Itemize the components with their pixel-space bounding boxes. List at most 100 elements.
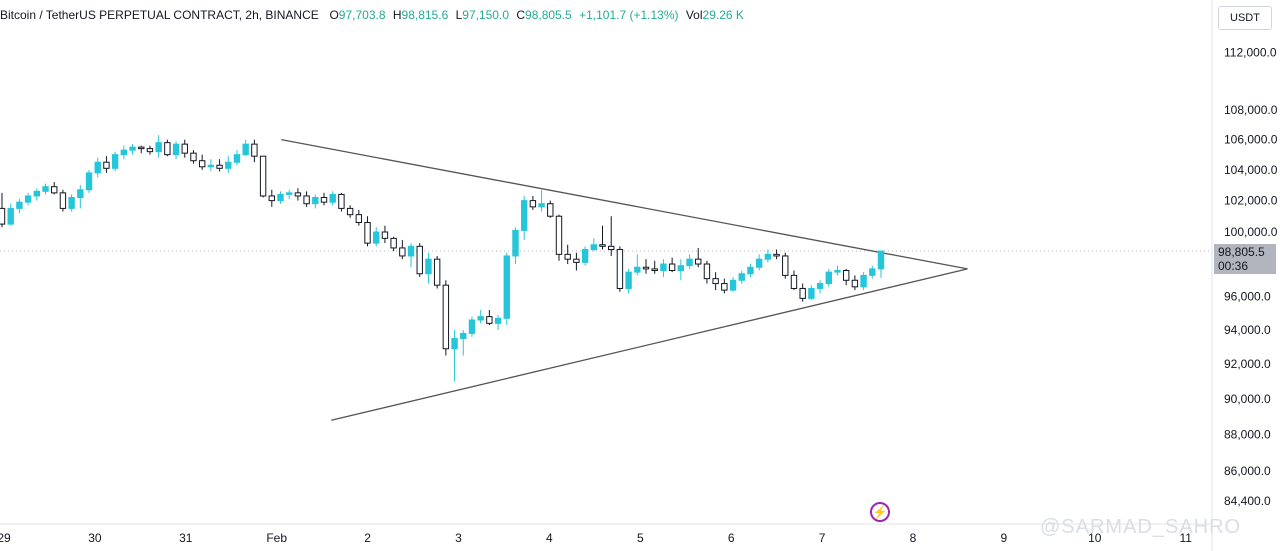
bar-countdown: 00:36 (1218, 259, 1249, 273)
candle (512, 227, 519, 265)
currency-selector[interactable]: USDT (1218, 6, 1272, 30)
candle (599, 225, 606, 250)
candle-body (416, 245, 423, 275)
candle (7, 203, 14, 226)
x-tick-label: 2 (364, 531, 371, 545)
candle-body (869, 268, 876, 276)
symbol-title[interactable]: Bitcoin / TetherUS PERPETUAL CONTRACT, 2… (0, 8, 319, 22)
candle (503, 252, 510, 326)
x-tick-label: 10 (1088, 531, 1102, 545)
candle-body (111, 154, 119, 169)
candle-body (172, 143, 180, 156)
candle (747, 264, 754, 278)
candle-body (433, 258, 441, 286)
candle-body (634, 266, 641, 273)
x-tick-label: 8 (910, 531, 917, 545)
candle (616, 246, 624, 292)
candle (286, 189, 293, 200)
y-tick-label: 90,000.0 (1224, 392, 1271, 406)
candle-body (816, 283, 824, 289)
candle (16, 199, 23, 214)
candle-body (851, 279, 859, 288)
candle (303, 191, 310, 207)
candle-body (599, 244, 606, 247)
price-axis[interactable]: 84,400.0 86,000.0 88,000.0 90,000.0 92,000.0… (1211, 0, 1278, 551)
candle-body (520, 200, 528, 231)
candle (703, 260, 711, 284)
candle-body (538, 203, 545, 208)
candle (85, 169, 93, 193)
candle-body (364, 222, 371, 244)
candle-body (103, 161, 110, 169)
candle-body (477, 316, 484, 321)
close-value: 98,805.5 (525, 8, 572, 22)
candle (860, 272, 867, 291)
change-value: +1,101.7 (+1.13%) (579, 8, 679, 22)
candle (547, 200, 554, 218)
candle-body (642, 266, 650, 270)
candle (608, 216, 615, 256)
candle (851, 275, 859, 291)
candle-body (695, 258, 702, 265)
candle-body (207, 164, 215, 168)
candle-body (294, 192, 302, 197)
y-tick-label: 100,000.0 (1224, 225, 1278, 239)
y-tick-label: 92,000.0 (1224, 357, 1271, 371)
x-tick-label: 4 (546, 531, 553, 545)
candle-body (129, 146, 136, 151)
candle (59, 189, 67, 212)
candle (94, 157, 101, 178)
candle-body (225, 161, 232, 169)
trendline-upper (281, 139, 968, 270)
candles (0, 135, 885, 382)
candle-body (33, 190, 41, 197)
candle-body (660, 263, 667, 272)
candle-body (286, 192, 293, 195)
candle (660, 259, 667, 278)
candle-body (390, 237, 397, 249)
candle (782, 252, 789, 279)
candle (721, 278, 728, 294)
candle (216, 159, 223, 172)
candle-body (355, 214, 363, 224)
candle-body (494, 317, 502, 324)
candle-body (581, 249, 589, 263)
time-axis[interactable]: 29 30 31 Feb 2 3 4 5 6 7 8 9 10 11 (0, 523, 1212, 545)
candle (259, 155, 267, 198)
candle-body (42, 186, 49, 192)
candle (494, 314, 502, 331)
candle-body (877, 250, 885, 270)
candle (816, 280, 824, 294)
candle-body (703, 263, 711, 280)
candle (538, 189, 545, 212)
candle (207, 159, 215, 172)
candle-body (842, 270, 850, 281)
candle (425, 252, 432, 284)
candle (799, 283, 806, 302)
candle-body (486, 316, 493, 324)
candle-body (573, 258, 580, 263)
trendline-lower (331, 268, 968, 421)
candle-body (590, 244, 597, 251)
candle (120, 145, 128, 160)
candle-body (190, 152, 197, 162)
candle-body (373, 231, 380, 244)
lightning-icon[interactable]: ⚡ (870, 502, 890, 522)
x-tick-label: 7 (819, 531, 826, 545)
current-price-label: 98,805.5 (1218, 245, 1265, 259)
candle-body (181, 143, 188, 154)
candle-body (547, 203, 554, 217)
candle-body (782, 255, 789, 276)
x-tick-label: 9 (1001, 531, 1008, 545)
candle-body (312, 197, 319, 205)
candle (268, 189, 275, 207)
candle (51, 182, 58, 195)
y-tick-label: 96,000.0 (1224, 290, 1271, 304)
y-tick-label: 108,000.0 (1224, 103, 1278, 117)
candle (773, 249, 780, 260)
y-tick-label: 84,400.0 (1224, 494, 1271, 508)
candle-body (529, 200, 537, 208)
candle (416, 243, 423, 278)
